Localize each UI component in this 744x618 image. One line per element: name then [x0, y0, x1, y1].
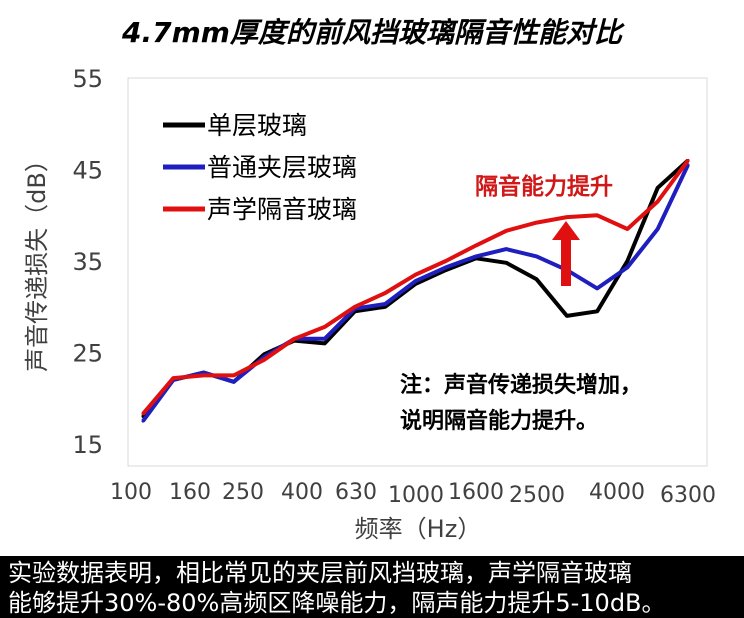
chart: 4.7mm厚度的前风挡玻璃隔音性能对比 55 45 35 25 15 100 160 250…: [23, 16, 716, 543]
y-tick-label: 55: [72, 65, 103, 93]
y-axis-label: 声音传递损失（dB）: [23, 148, 51, 372]
data-point: [595, 213, 599, 217]
arrow-label: 隔音能力提升: [475, 173, 613, 200]
legend-label: 普通夹层玻璃: [207, 153, 357, 182]
y-tick-label: 25: [72, 340, 103, 368]
y-tick-label: 35: [72, 248, 103, 276]
data-point: [292, 337, 296, 341]
data-point: [504, 229, 508, 233]
x-tick-label: 2500: [509, 483, 565, 508]
x-tick-label: 4000: [589, 480, 645, 505]
data-point: [444, 259, 448, 263]
y-axis-ticks: 55 45 35 25 15: [72, 65, 103, 459]
caption-banner: 实验数据表明，相比常见的夹层前风挡玻璃，声学隔音玻璃 能够提升30%-80%高频…: [0, 556, 744, 618]
up-arrow: [552, 221, 580, 286]
data-point: [565, 314, 569, 318]
data-point: [595, 286, 599, 290]
chart-title: 4.7mm厚度的前风挡玻璃隔音性能对比: [121, 16, 625, 49]
data-point: [232, 373, 236, 377]
x-tick-label: 630: [335, 480, 377, 505]
data-point: [353, 305, 357, 309]
data-point: [323, 337, 327, 341]
data-point: [444, 265, 448, 269]
data-point: [414, 273, 417, 277]
data-point: [202, 373, 206, 377]
series-lines: [141, 158, 690, 423]
data-point: [323, 341, 327, 345]
data-point: [625, 265, 629, 269]
data-point: [625, 259, 629, 263]
caption-line-1: 实验数据表明，相比常见的夹层前风挡玻璃，声学隔音玻璃: [8, 559, 632, 587]
plot-area-border: [127, 77, 708, 467]
data-point: [656, 227, 660, 231]
data-point: [656, 186, 660, 190]
data-point: [383, 291, 387, 295]
data-point: [202, 371, 206, 375]
x-tick-label: 1000: [388, 483, 444, 508]
data-point: [141, 419, 145, 423]
data-point: [625, 227, 629, 231]
data-point: [474, 243, 478, 247]
data-point: [565, 215, 569, 219]
data-point: [141, 412, 145, 416]
data-point: [686, 158, 690, 162]
x-tick-label: 400: [281, 480, 323, 505]
data-point: [474, 254, 478, 258]
y-tick-label: 45: [72, 157, 103, 185]
data-point: [504, 261, 508, 265]
data-point: [656, 200, 660, 204]
data-point: [414, 279, 417, 283]
x-tick-label: 6300: [660, 483, 716, 508]
legend-label: 声学隔音玻璃: [207, 195, 357, 224]
note-line-1: 注：声音传递损失增加，: [400, 372, 642, 398]
legend-label: 单层玻璃: [207, 111, 307, 140]
y-tick-label: 15: [72, 431, 103, 459]
data-point: [171, 376, 175, 380]
data-point: [232, 380, 236, 384]
data-point: [535, 254, 539, 258]
x-axis-ticks: 100 160 250 400 630 1000 1600 2500 4000 6300: [110, 480, 716, 508]
x-tick-label: 250: [222, 480, 264, 505]
x-tick-label: 1600: [448, 480, 504, 505]
data-point: [535, 277, 539, 281]
data-point: [323, 325, 327, 329]
x-tick-label: 160: [169, 480, 211, 505]
x-axis-label: 频率（Hz）: [355, 515, 482, 543]
note-line-2: 说明隔音能力提升。: [400, 408, 598, 434]
data-point: [504, 247, 508, 251]
caption-line-2: 能够提升30%-80%高频区降噪能力，隔声能力提升5-10dB。: [8, 589, 666, 617]
x-tick-label: 100: [110, 480, 152, 505]
data-point: [383, 302, 387, 306]
data-point: [535, 221, 539, 225]
data-point: [595, 309, 599, 313]
data-point: [262, 358, 266, 362]
